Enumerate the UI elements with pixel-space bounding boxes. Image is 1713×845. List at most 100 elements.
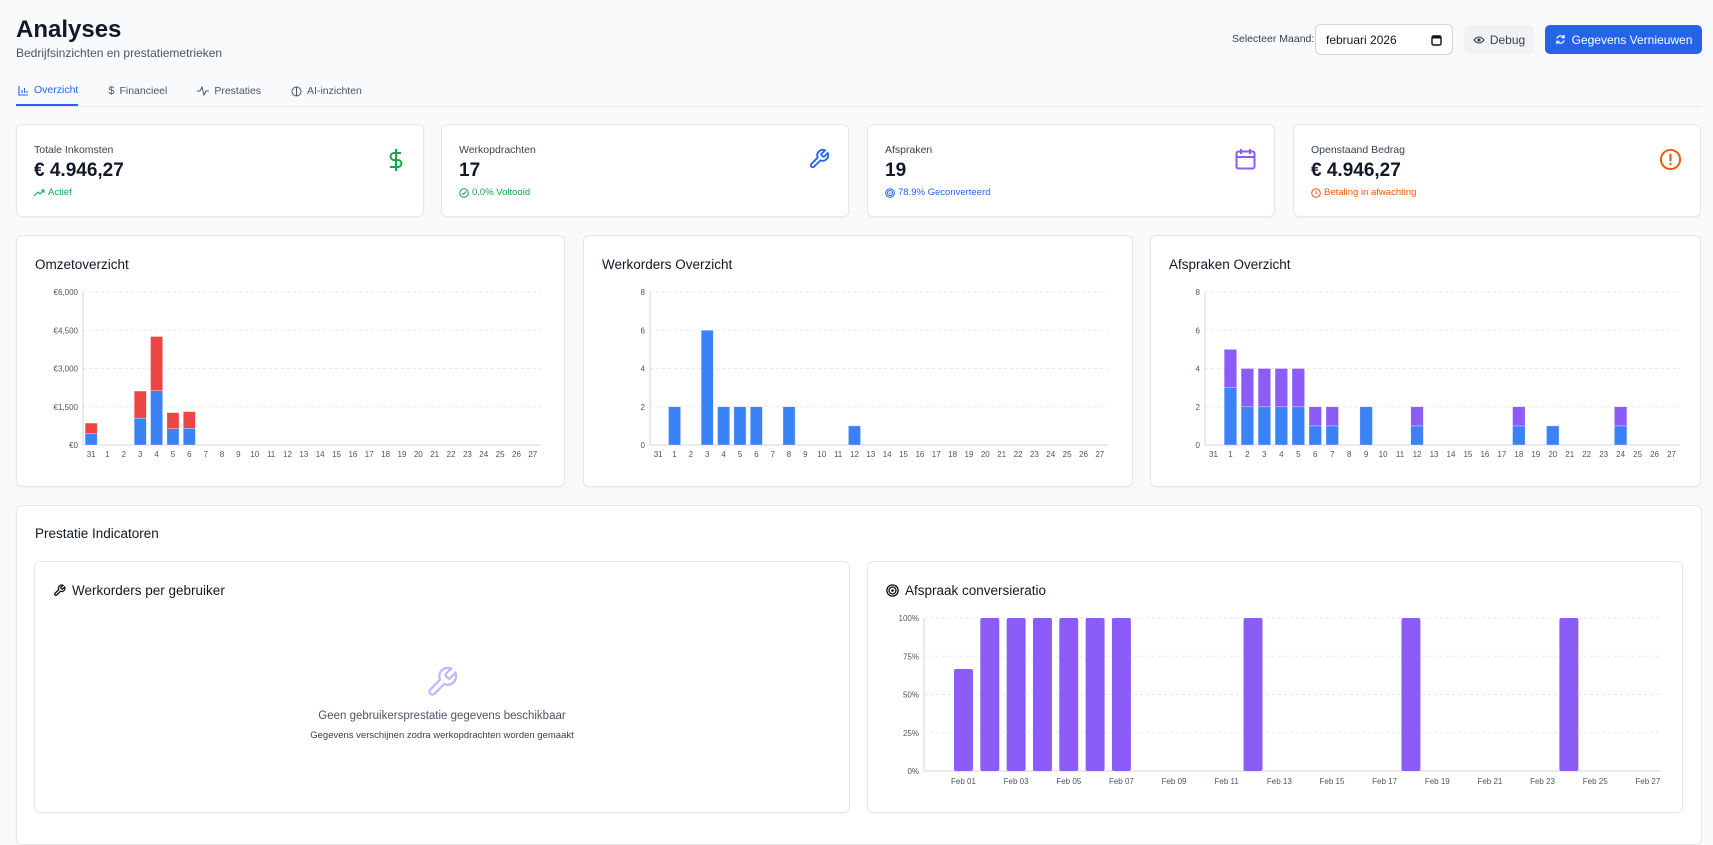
wrench-icon <box>54 584 66 596</box>
x-tick-label: 11 <box>834 450 843 459</box>
bar <box>1243 618 1263 771</box>
x-tick-label: 22 <box>1014 450 1023 459</box>
x-tick-label: 4 <box>1279 450 1284 459</box>
tab-bar: Overzicht $ Financieel Prestaties AI-inz… <box>16 83 390 106</box>
stat-sub: Actief <box>34 187 72 198</box>
x-tick-label: 5 <box>738 450 743 459</box>
chart-title: Afspraken Overzicht <box>1169 257 1291 272</box>
debug-button[interactable]: Debug <box>1464 25 1534 54</box>
x-tick-label: 11 <box>267 450 276 459</box>
bar-segment <box>1240 368 1254 408</box>
refresh-data-button[interactable]: Gegevens Vernieuwen <box>1545 25 1702 54</box>
chart-title: Omzetoverzicht <box>35 257 129 272</box>
wrench-icon <box>809 148 830 169</box>
activity-icon <box>197 86 210 96</box>
bar-segment <box>717 406 730 446</box>
work-orders-per-user-card: Werkorders per gebruiker Geen gebruikers… <box>34 561 850 813</box>
x-tick-label: Feb 01 <box>951 777 976 786</box>
x-tick-label: 25 <box>496 450 505 459</box>
x-tick-label: 26 <box>1650 450 1659 459</box>
y-tick-label: €0 <box>69 441 78 450</box>
bar-segment <box>182 427 196 446</box>
bar-segment <box>733 406 747 446</box>
x-tick-label: 1 <box>1228 450 1233 459</box>
bar-segment <box>133 390 147 419</box>
bar-segment <box>182 411 196 429</box>
x-tick-label: 4 <box>721 450 726 459</box>
tab-financieel[interactable]: $ Financieel <box>106 83 167 106</box>
bar-segment <box>1359 406 1373 446</box>
stat-value: 17 <box>459 160 481 181</box>
stat-sub-text: 78.9% Geconverteerd <box>898 187 991 198</box>
bar-segment <box>1512 425 1526 446</box>
stat-sub: 78.9% Geconverteerd <box>885 187 990 198</box>
clock-icon <box>1311 187 1321 198</box>
bar <box>1059 618 1079 771</box>
bar-segment <box>1325 425 1339 446</box>
bar-segment <box>1614 425 1628 446</box>
card-title: Werkorders per gebruiker <box>72 583 225 598</box>
bar <box>1559 618 1579 771</box>
x-tick-label: 14 <box>883 450 892 459</box>
x-tick-label: 24 <box>1616 450 1625 459</box>
x-tick-label: 18 <box>1514 450 1523 459</box>
dollar-icon: $ <box>108 85 115 97</box>
y-tick-label: 50% <box>903 691 919 700</box>
x-tick-label: 16 <box>348 450 357 459</box>
x-tick-label: Feb 07 <box>1109 777 1134 786</box>
y-tick-label: €1,500 <box>54 403 79 412</box>
tab-prestaties[interactable]: Prestaties <box>195 83 261 106</box>
eye-icon <box>1473 35 1485 44</box>
bar-segment <box>150 336 163 391</box>
x-tick-label: 12 <box>283 450 292 459</box>
calendar-icon <box>1235 149 1256 170</box>
bar-segment <box>84 433 98 446</box>
x-tick-label: 24 <box>479 450 488 459</box>
x-tick-label: 21 <box>1565 450 1574 459</box>
x-tick-label: 7 <box>1330 450 1335 459</box>
bar-segment <box>133 417 147 446</box>
stat-label: Werkopdrachten <box>459 144 536 156</box>
x-tick-label: Feb 11 <box>1215 777 1240 786</box>
x-tick-label: 6 <box>1313 450 1318 459</box>
bar-segment <box>848 425 861 446</box>
x-tick-label: 2 <box>1245 450 1250 459</box>
bar-segment <box>749 406 763 446</box>
bar-segment <box>1546 425 1560 446</box>
month-picker-input[interactable]: februari 2026 <box>1315 24 1453 55</box>
wrench-icon <box>428 666 458 696</box>
x-tick-label: 17 <box>932 450 941 459</box>
x-tick-label: 8 <box>220 450 225 459</box>
x-tick-label: 22 <box>1582 450 1591 459</box>
bar-segment <box>1410 425 1424 446</box>
calendar-icon[interactable] <box>1431 34 1442 46</box>
x-tick-label: 12 <box>1413 450 1422 459</box>
x-tick-label: 18 <box>948 450 957 459</box>
x-tick-label: 23 <box>463 450 472 459</box>
x-tick-label: 23 <box>1599 450 1608 459</box>
x-tick-label: 10 <box>1379 450 1388 459</box>
x-tick-label: 17 <box>1497 450 1506 459</box>
debug-label: Debug <box>1489 32 1526 47</box>
x-tick-label: Feb 21 <box>1477 777 1502 786</box>
x-tick-label: 5 <box>171 450 176 459</box>
x-tick-label: 26 <box>512 450 521 459</box>
bar-segment <box>166 412 180 429</box>
tab-overzicht[interactable]: Overzicht <box>16 83 79 106</box>
x-tick-label: 15 <box>899 450 908 459</box>
x-tick-label: 4 <box>154 450 159 459</box>
bar <box>1111 618 1131 771</box>
x-tick-label: 27 <box>528 450 537 459</box>
page-title: Analyses <box>16 16 122 43</box>
x-tick-label: 10 <box>250 450 259 459</box>
y-tick-label: 4 <box>641 365 646 374</box>
x-tick-label: Feb 23 <box>1530 777 1555 786</box>
stat-label: Afspraken <box>885 144 933 156</box>
bar <box>1032 618 1052 771</box>
tab-ai-inzichten[interactable]: AI-inzichten <box>289 83 362 106</box>
bar-segment <box>1512 406 1526 427</box>
tab-label: AI-inzichten <box>307 85 362 97</box>
brain-icon <box>291 86 302 96</box>
x-tick-label: 5 <box>1296 450 1301 459</box>
